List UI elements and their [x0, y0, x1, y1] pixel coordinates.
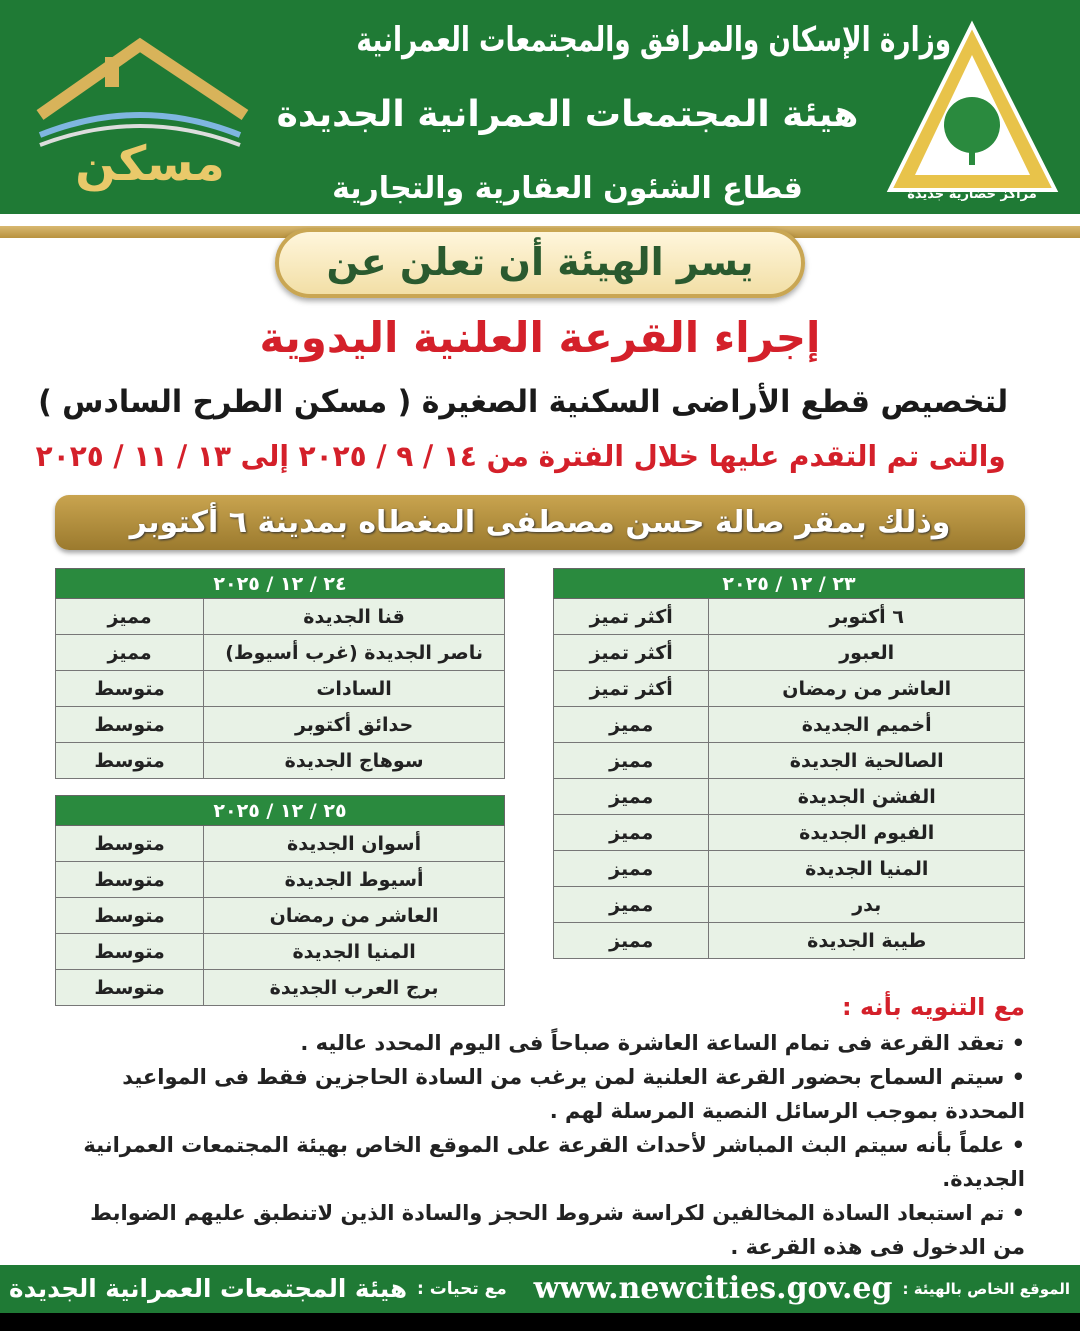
category-cell: متوسط — [54, 933, 205, 970]
category-cell: مميز — [552, 742, 710, 779]
table-row: السادات متوسط — [54, 670, 505, 707]
category-cell: مميز — [552, 778, 710, 815]
city-cell: بدر — [708, 886, 1025, 923]
city-cell: العاشر من رمضان — [203, 897, 505, 934]
ministry-name: وزارة الإسكان والمرافق والمجتمعات العمرا… — [356, 20, 952, 60]
table-row: الفيوم الجديدة مميز — [552, 814, 1025, 851]
category-cell: أكثر تميز — [552, 670, 710, 707]
city-cell: ٦ أكتوبر — [708, 598, 1025, 635]
schedule-table-dec-24: ٢٤ / ١٢ / ٢٠٢٥ قنا الجديدة مميز ناصر الجدي… — [54, 568, 505, 779]
schedule-table-dec-25: ٢٥ / ١٢ / ٢٠٢٥ أسوان الجديدة متوسط أسيوط ا… — [54, 795, 505, 1006]
note-item: • سيتم السماح بحضور القرعة العلنية لمن ي… — [122, 1065, 1025, 1123]
category-cell: مميز — [552, 850, 710, 887]
period-line: والتى تم التقدم عليها خلال الفترة من ١٤ … — [35, 439, 1006, 473]
maskan-logo: مسكن — [36, 37, 249, 192]
table-row: سوهاج الجديدة متوسط — [54, 742, 505, 779]
table-row: الصالحية الجديدة مميز — [552, 742, 1025, 779]
notes-title: مع التنويه بأنه : — [842, 993, 1025, 1021]
category-cell: أكثر تميز — [552, 634, 710, 671]
table-row: حدائق أكتوبر متوسط — [54, 706, 505, 743]
table-row: طيبة الجديدة مميز — [552, 922, 1025, 959]
footer-greeting-group: مع تحيات : هيئة المجتمعات العمرانية الجد… — [8, 1265, 507, 1313]
note-item: • تم استبعاد السادة المخالفين لكراسة شرو… — [90, 1201, 1025, 1259]
table-row: بدر مميز — [552, 886, 1025, 923]
category-cell: مميز — [552, 814, 710, 851]
table-date: ٢٥ / ١٢ / ٢٠٢٥ — [55, 795, 505, 826]
note-item: • علماً بأنه سيتم البث المباشر لأحداث ال… — [83, 1133, 1025, 1191]
city-cell: العبور — [708, 634, 1025, 671]
category-cell: أكثر تميز — [552, 598, 710, 635]
table-row: أسوان الجديدة متوسط — [54, 825, 505, 862]
city-cell: المنيا الجديدة — [708, 850, 1025, 887]
table-row: ناصر الجديدة (غرب أسيوط) مميز — [54, 634, 505, 671]
table-row: برج العرب الجديدة متوسط — [54, 969, 505, 1006]
city-cell: أسيوط الجديدة — [203, 861, 505, 898]
svg-text:مراكز حضارية جديدة: مراكز حضارية جديدة — [907, 187, 1037, 202]
category-cell: مميز — [552, 886, 710, 923]
category-cell: متوسط — [54, 897, 205, 934]
city-cell: السادات — [203, 670, 505, 707]
header-text-stack: وزارة الإسكان والمرافق والمجتمعات العمرا… — [270, 18, 952, 208]
city-cell: الفيوم الجديدة — [708, 814, 1025, 851]
category-cell: مميز — [552, 706, 710, 743]
venue-banner: وذلك بمقر صالة حسن مصطفى المغطاه بمدينة … — [55, 495, 1025, 550]
category-cell: متوسط — [54, 825, 205, 862]
city-cell: طيبة الجديدة — [708, 922, 1025, 959]
city-cell: ناصر الجديدة (غرب أسيوط) — [203, 634, 505, 671]
header-banner: وزارة الإسكان والمرافق والمجتمعات العمرا… — [0, 0, 1080, 220]
notes-section: مع التنويه بأنه : • تعقد القرعة فى تمام … — [55, 990, 1025, 1264]
table-row: المنيا الجديدة مميز — [552, 850, 1025, 887]
announcement-title: إجراء القرعة العلنية اليدوية — [259, 313, 821, 362]
category-cell: متوسط — [54, 861, 205, 898]
greeting-label: مع تحيات : — [416, 1279, 507, 1299]
table-row: أخميم الجديدة مميز — [552, 706, 1025, 743]
table-row: قنا الجديدة مميز — [54, 598, 505, 635]
authority-name: هيئة المجتمعات العمرانية الجديدة — [276, 94, 859, 136]
schedule-table-dec-23: ٢٣ / ١٢ / ٢٠٢٥ ٦ أكتوبر أكثر تميز العبور أك… — [552, 568, 1025, 959]
table-row: المنيا الجديدة متوسط — [54, 933, 505, 970]
category-cell: متوسط — [54, 742, 205, 779]
category-cell: متوسط — [54, 670, 205, 707]
table-date: ٢٣ / ١٢ / ٢٠٢٥ — [553, 568, 1025, 599]
footer-site-group: الموقع الخاص بالهيئة : www.newcities.gov… — [533, 1265, 1070, 1313]
table-row: العاشر من رمضان أكثر تميز — [552, 670, 1025, 707]
city-cell: سوهاج الجديدة — [203, 742, 505, 779]
category-cell: مميز — [54, 634, 205, 671]
website-link[interactable]: www.newcities.gov.eg — [533, 1271, 893, 1306]
city-cell: الفشن الجديدة — [708, 778, 1025, 815]
period-line-wrap: والتى تم التقدم عليها خلال الفترة من ١٤ … — [35, 438, 1025, 476]
city-cell: قنا الجديدة — [203, 598, 505, 635]
table-row: العاشر من رمضان متوسط — [54, 897, 505, 934]
city-cell: الصالحية الجديدة — [708, 742, 1025, 779]
table-row: ٦ أكتوبر أكثر تميز — [552, 598, 1025, 635]
category-cell: متوسط — [54, 706, 205, 743]
category-cell: متوسط — [54, 969, 205, 1006]
category-cell: مميز — [552, 922, 710, 959]
table-row: الفشن الجديدة مميز — [552, 778, 1025, 815]
city-cell: حدائق أكتوبر — [203, 706, 505, 743]
city-cell: العاشر من رمضان — [708, 670, 1025, 707]
greeting-org: هيئة المجتمعات العمرانية الجديدة — [8, 1274, 407, 1303]
svg-text:مسكن: مسكن — [75, 136, 225, 192]
table-row: أسيوط الجديدة متوسط — [54, 861, 505, 898]
city-cell: أسوان الجديدة — [203, 825, 505, 862]
table-row: العبور أكثر تميز — [552, 634, 1025, 671]
footer-bar: الموقع الخاص بالهيئة : www.newcities.gov… — [0, 1265, 1080, 1313]
allocation-line: لتخصيص قطع الأراضى السكنية الصغيرة ( مسك… — [37, 384, 1008, 420]
announcement-pill: يسر الهيئة أن تعلن عن — [275, 228, 805, 298]
sector-name: قطاع الشئون العقارية والتجارية — [332, 170, 803, 206]
table-date: ٢٤ / ١٢ / ٢٠٢٥ — [55, 568, 505, 599]
site-label: الموقع الخاص بالهيئة : — [902, 1280, 1070, 1298]
city-cell: المنيا الجديدة — [203, 933, 505, 970]
note-item: • تعقد القرعة فى تمام الساعة العاشرة صبا… — [300, 1031, 1025, 1055]
city-cell: برج العرب الجديدة — [203, 969, 505, 1006]
allocation-line-wrap: لتخصيص قطع الأراضى السكنية الصغيرة ( مسك… — [38, 382, 1025, 422]
new-urban-centers-logo: مراكز حضارية جديدة — [886, 20, 1059, 202]
category-cell: مميز — [54, 598, 205, 635]
city-cell: أخميم الجديدة — [708, 706, 1025, 743]
